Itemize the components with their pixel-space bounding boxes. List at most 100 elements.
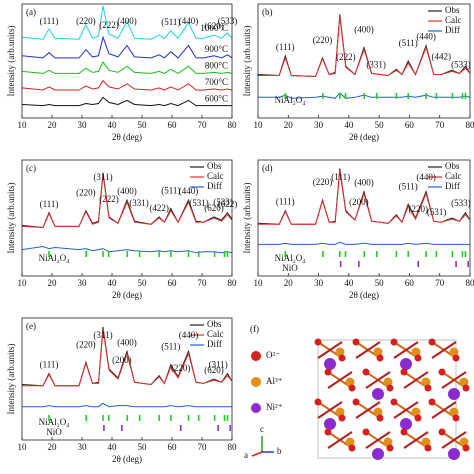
atom [414, 414, 422, 422]
atom [352, 338, 360, 346]
atom [362, 368, 370, 376]
x-tick-label: 20 [48, 442, 58, 452]
atom [400, 368, 408, 376]
structure-panel: (f) O²⁻ Al³⁺ Ni²⁺ a b c [244, 324, 470, 460]
series-line [258, 16, 470, 78]
hkl-label: (440) [416, 172, 436, 182]
atom [372, 448, 384, 460]
legend-label: Diff [445, 181, 460, 191]
plot-area [22, 5, 232, 107]
hkl-label: (311) [93, 172, 112, 182]
legend-label: O²⁻ [266, 350, 280, 360]
atom [452, 354, 460, 362]
hkl-label: (400) [354, 25, 374, 35]
bond [431, 401, 457, 419]
legend-label: Calc [445, 171, 462, 181]
x-tick-label: 60 [405, 278, 415, 288]
x-tick-label: 70 [198, 442, 208, 452]
bond [317, 401, 343, 419]
y-axis-label: Intensity (arb.units) [6, 26, 16, 97]
axis-a [251, 451, 263, 457]
x-tick-label: 80 [466, 120, 474, 130]
x-tick-label: 60 [168, 442, 178, 452]
series-label: 600°C [205, 94, 228, 104]
legend-atom [251, 403, 261, 413]
atom [411, 347, 421, 357]
x-tick-label: 10 [18, 120, 28, 130]
phase-label: NiAl₂O₄ [275, 95, 306, 105]
series-line [22, 79, 232, 91]
hkl-label: (222) [336, 52, 356, 62]
hkl-label: (442) [431, 52, 451, 62]
atom [362, 428, 370, 436]
plot-frame [21, 317, 233, 441]
panel-label: (d) [262, 163, 273, 173]
atom [335, 347, 345, 357]
series-label: 700°C [205, 77, 228, 87]
x-axis-label: 2θ (deg) [112, 290, 142, 300]
hkl-label: (111) [40, 16, 59, 26]
hkl-label: (533) [218, 16, 238, 26]
atom [314, 398, 322, 406]
legend-label: Calc [207, 329, 224, 339]
x-tick-label: 70 [198, 120, 208, 130]
panel-label: (c) [26, 163, 36, 173]
x-tick-label: 10 [254, 278, 264, 288]
atom [345, 377, 355, 387]
series-line [22, 329, 232, 387]
legend-label: Obs [445, 161, 460, 171]
atom [438, 368, 446, 376]
hkl-label: (111) [40, 360, 59, 370]
atom [345, 437, 355, 447]
legend-atom [251, 351, 261, 361]
x-tick-label: 20 [284, 278, 294, 288]
atom [411, 407, 421, 417]
x-tick-label: 40 [108, 278, 118, 288]
atom [373, 407, 383, 417]
bond [365, 371, 391, 389]
atom [338, 354, 346, 362]
x-tick-label: 30 [78, 120, 88, 130]
y-axis-label: Intensity (arb.units) [242, 183, 252, 254]
bond [431, 341, 457, 359]
atom [428, 398, 436, 406]
atom [324, 418, 336, 430]
x-tick-label: 60 [168, 278, 178, 288]
hkl-label: (533) [451, 59, 471, 69]
x-tick-label: 60 [405, 120, 415, 130]
hkl-label: (311) [209, 359, 228, 369]
x-tick-label: 10 [18, 442, 28, 452]
series-line [22, 35, 232, 59]
hkl-label: (533) [451, 198, 471, 208]
legend-label: Calc [207, 171, 224, 181]
legend-label: Obs [207, 319, 222, 329]
bond [393, 341, 419, 359]
hkl-label: (331) [129, 198, 149, 208]
atom [421, 377, 431, 387]
panel-label: (e) [26, 321, 36, 331]
x-tick-label: 70 [198, 278, 208, 288]
bond [327, 431, 353, 449]
legend-label: Diff [445, 25, 460, 35]
plot-frame [257, 159, 471, 277]
atom [449, 407, 459, 417]
hkl-label: (440) [416, 32, 436, 42]
hkl-label: (620) [204, 203, 224, 213]
atom [383, 437, 393, 447]
axis-label: b [277, 446, 282, 456]
axis-label: a [244, 450, 248, 460]
series-line [22, 5, 232, 40]
hkl-label: (111) [331, 172, 350, 182]
atom [352, 398, 360, 406]
bond [327, 371, 353, 389]
legend-label: Diff [207, 339, 222, 349]
atom [438, 428, 446, 436]
y-axis-label: Intensity (arb.units) [6, 344, 16, 415]
hkl-label: (511) [161, 342, 180, 352]
hkl-label: (222) [99, 20, 119, 30]
x-tick-label: 20 [48, 120, 58, 130]
atom [424, 384, 432, 392]
series-line [22, 245, 232, 254]
plot-frame [21, 3, 233, 119]
hkl-label: (400) [117, 186, 137, 196]
